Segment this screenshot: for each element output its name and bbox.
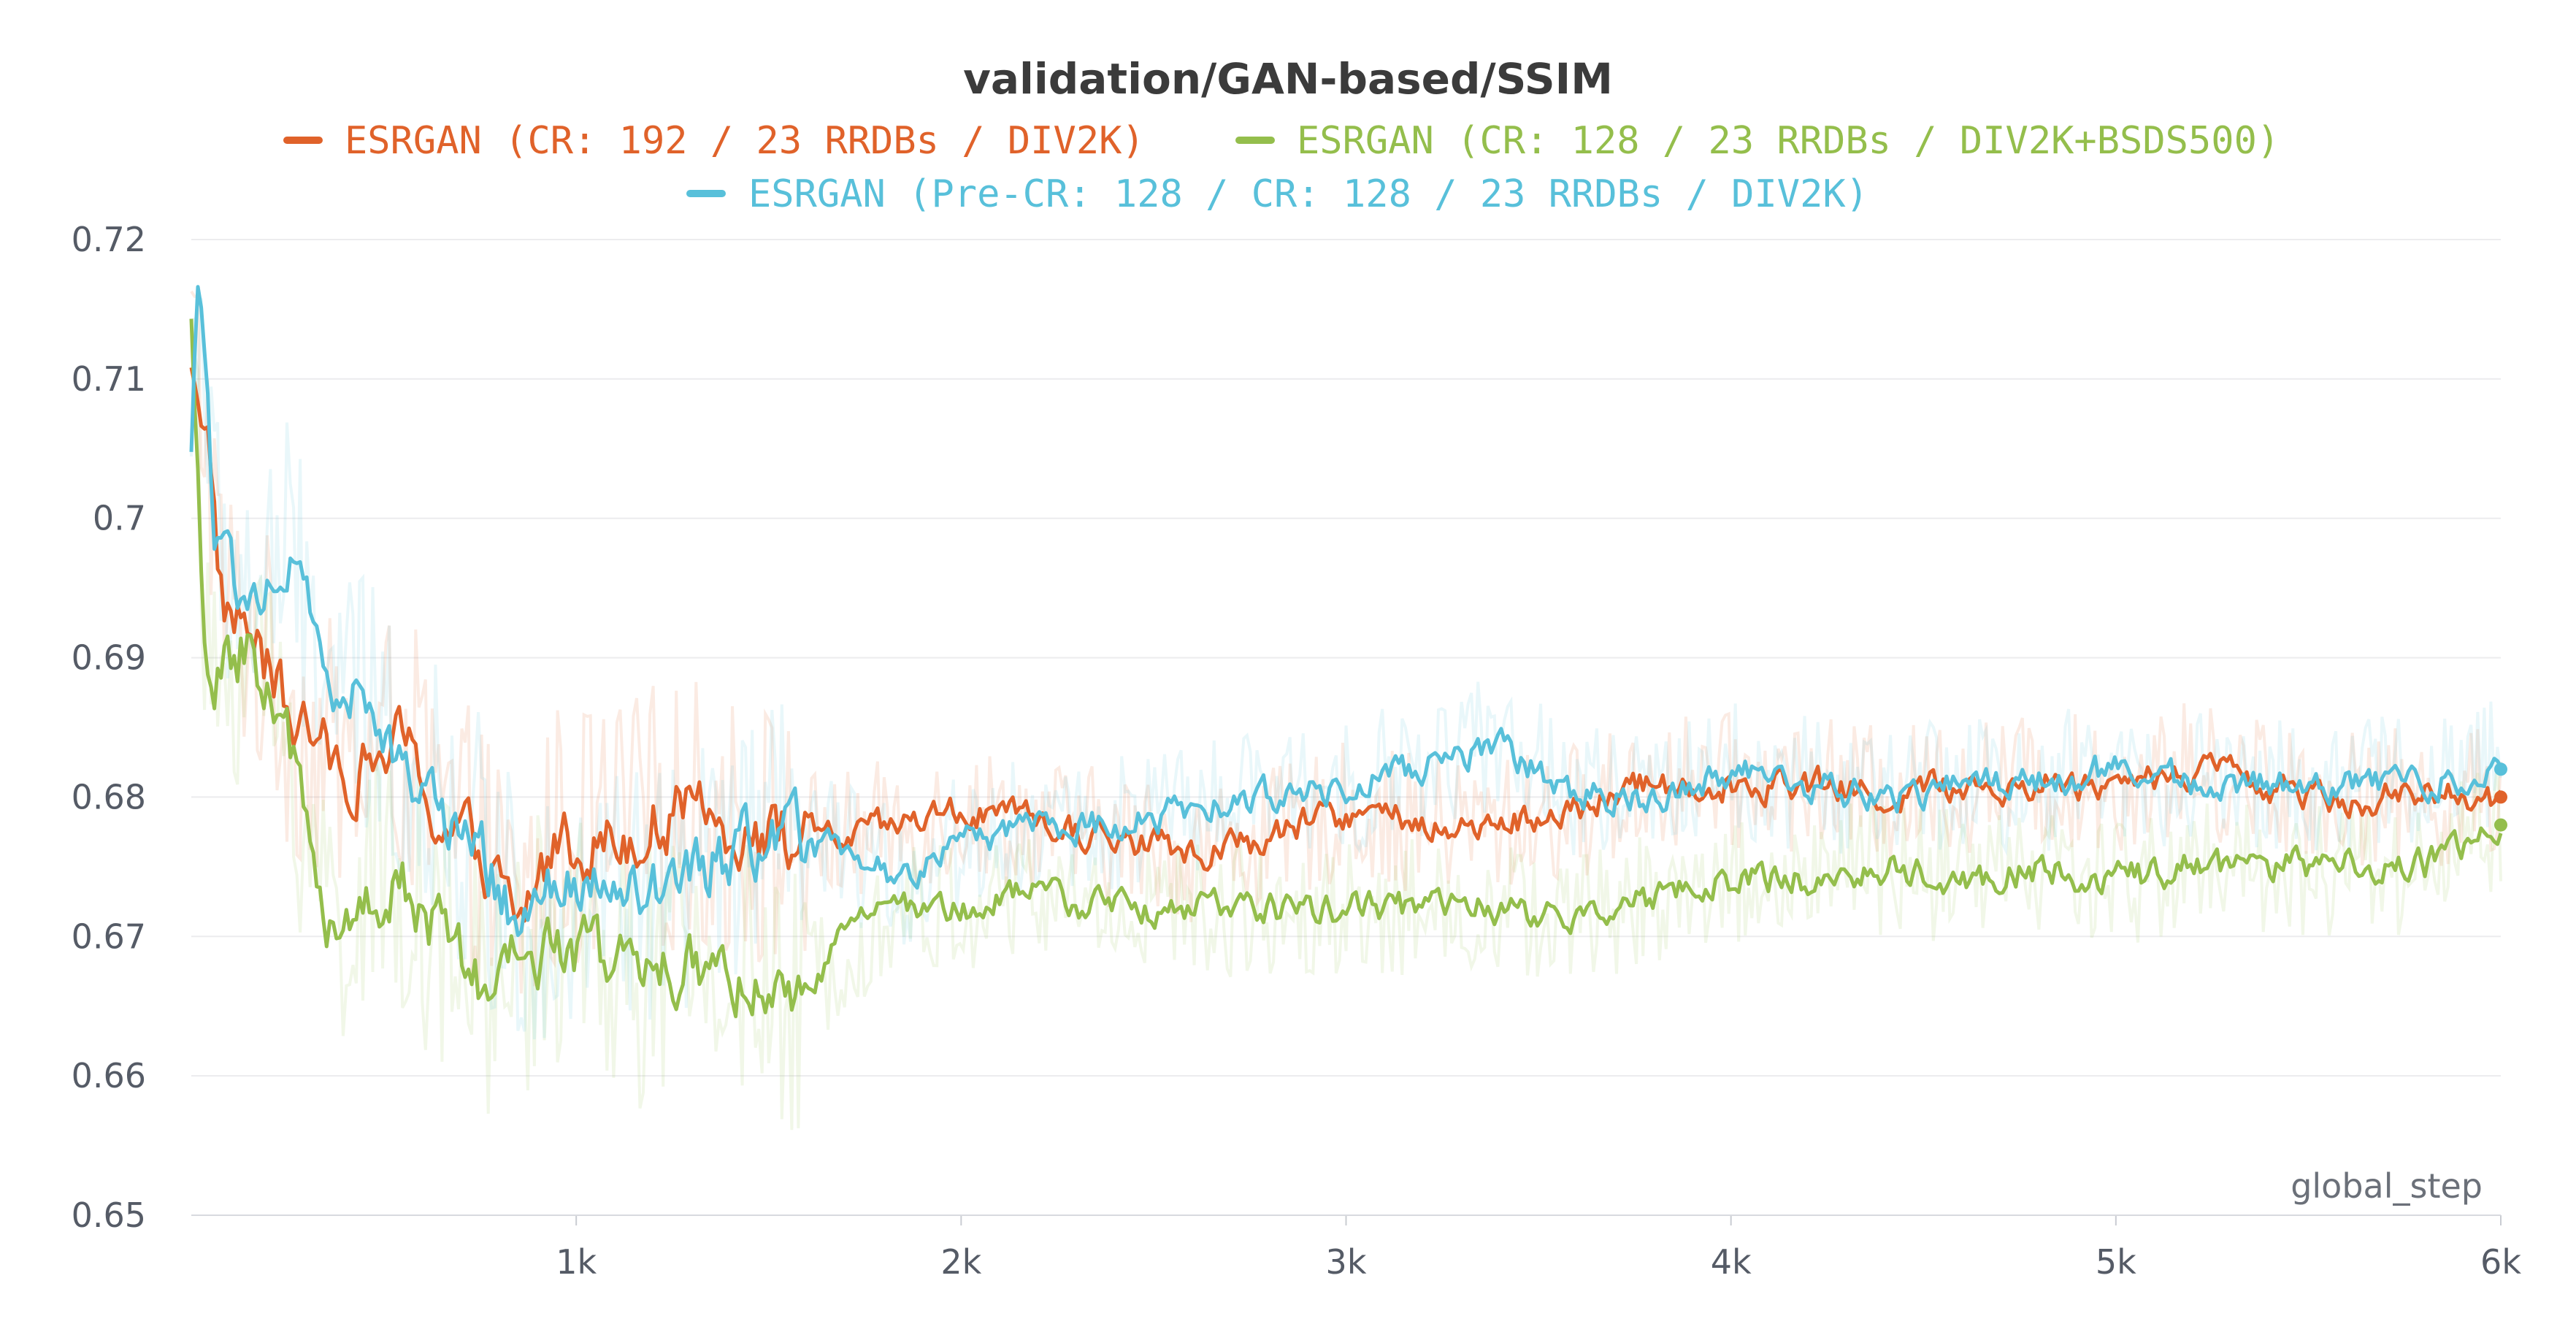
x-axis: 1k 2k 3k 4k 5k 6k — [556, 1215, 2521, 1282]
end-point-series-1 — [2494, 790, 2507, 804]
line-series-3 — [189, 285, 2503, 938]
y-tick-label: 0.66 — [72, 1056, 146, 1095]
series-layer — [189, 285, 2507, 1019]
x-axis-label: global_step — [2291, 1166, 2483, 1206]
x-tick-label: 4k — [1711, 1242, 1752, 1282]
chart-title: validation/GAN-based/SSIM — [963, 54, 1613, 104]
y-tick-label: 0.65 — [72, 1196, 146, 1235]
x-tick-label: 5k — [2096, 1242, 2136, 1282]
y-tick-label: 0.72 — [72, 220, 146, 259]
y-axis: 0.72 0.71 0.7 0.69 0.68 0.67 0.66 0.65 — [72, 220, 146, 1235]
y-tick-label: 0.71 — [72, 359, 146, 399]
x-tick-label: 2k — [940, 1242, 981, 1282]
raw-series-layer — [190, 290, 2502, 1131]
y-tick-label: 0.69 — [72, 638, 146, 678]
y-tick-label: 0.7 — [93, 499, 146, 538]
legend-item-series-2[interactable]: ESRGAN (CR: 128 / 23 RRDBs / DIV2K+BSDS5… — [1235, 119, 2280, 163]
end-point-series-3 — [2494, 762, 2507, 776]
end-point-series-2 — [2494, 818, 2507, 832]
y-tick-label: 0.67 — [72, 917, 146, 956]
legend-label-series-3: ESRGAN (Pre-CR: 128 / CR: 128 / 23 RRDBs… — [748, 172, 1868, 216]
legend-label-series-1: ESRGAN (CR: 192 / 23 RRDBs / DIV2K) — [345, 119, 1145, 163]
legend-item-series-1[interactable]: ESRGAN (CR: 192 / 23 RRDBs / DIV2K) — [283, 119, 1145, 163]
y-tick-label: 0.68 — [72, 777, 146, 816]
legend: ESRGAN (CR: 192 / 23 RRDBs / DIV2K) ESRG… — [283, 119, 2280, 216]
legend-item-series-3[interactable]: ESRGAN (Pre-CR: 128 / CR: 128 / 23 RRDBs… — [686, 172, 1868, 216]
line-series-1 — [189, 367, 2502, 923]
x-tick-label: 6k — [2480, 1242, 2521, 1282]
x-tick-label: 1k — [556, 1242, 597, 1282]
legend-label-series-2: ESRGAN (CR: 128 / 23 RRDBs / DIV2K+BSDS5… — [1297, 119, 2280, 163]
line-series-2 — [189, 318, 2503, 1019]
x-tick-label: 3k — [1326, 1242, 1367, 1282]
